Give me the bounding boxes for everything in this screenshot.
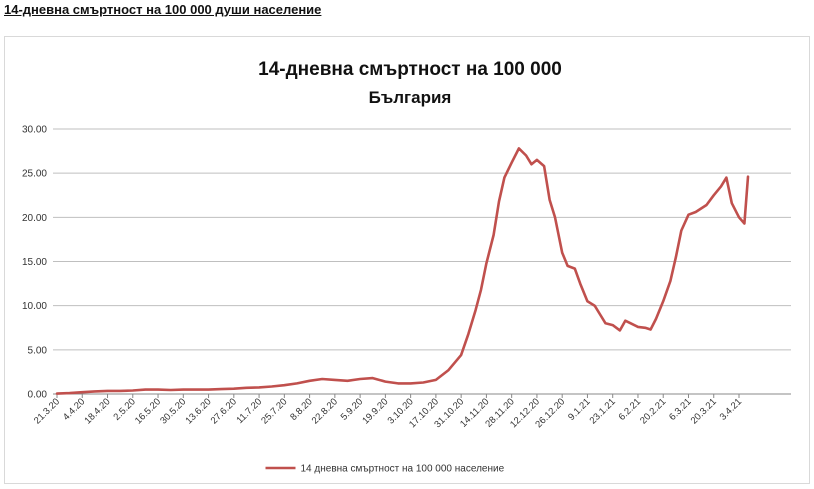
x-tick-label: 11.7.20 xyxy=(234,396,264,426)
y-tick-label: 15.00 xyxy=(22,257,47,268)
chart-subtitle: България xyxy=(369,88,452,107)
plot-area xyxy=(55,147,750,395)
chart-frame: 14-дневна смъртност на 100 000 България … xyxy=(4,36,810,484)
x-tick-label: 22.8.20 xyxy=(310,396,340,426)
x-tick-label: 20.2.21 xyxy=(638,396,668,426)
gridlines xyxy=(53,128,791,395)
legend: 14 дневна смъртност на 100 000 население xyxy=(265,464,505,475)
x-tick-label: 23.1.21 xyxy=(588,396,618,426)
line-chart: 14-дневна смъртност на 100 000 България … xyxy=(22,59,791,475)
x-tick-label: 19.9.20 xyxy=(360,396,390,426)
y-tick-label: 20.00 xyxy=(22,213,47,224)
x-axis: 21.3.204.4.2018.4.202.5.2016.5.2030.5.20… xyxy=(32,394,744,430)
x-tick-label: 20.3.21 xyxy=(689,396,719,426)
legend-label: 14 дневна смъртност на 100 000 население xyxy=(301,464,505,475)
x-tick-label: 30.5.20 xyxy=(158,396,188,426)
x-tick-label: 27.6.20 xyxy=(209,396,239,426)
series-line xyxy=(55,147,750,395)
x-tick-label: 21.3.20 xyxy=(32,396,62,426)
x-tick-label: 3.4.21 xyxy=(718,396,744,422)
y-axis: 0.00 5.00 10.00 15.00 20.00 25.00 30.00 xyxy=(22,125,47,401)
y-tick-label: 25.00 xyxy=(22,169,47,180)
x-tick-label: 18.4.20 xyxy=(82,396,112,426)
y-tick-label: 5.00 xyxy=(28,345,48,356)
y-tick-label: 0.00 xyxy=(28,390,48,401)
x-tick-label: 13.6.20 xyxy=(183,396,213,426)
chart-title: 14-дневна смъртност на 100 000 xyxy=(258,59,562,80)
page-heading: 14-дневна смъртност на 100 000 души насе… xyxy=(4,2,322,17)
x-tick-label: 25.7.20 xyxy=(259,396,289,426)
x-tick-label: 16.5.20 xyxy=(133,396,163,426)
y-tick-label: 10.00 xyxy=(22,301,47,312)
y-tick-label: 30.00 xyxy=(22,125,47,136)
